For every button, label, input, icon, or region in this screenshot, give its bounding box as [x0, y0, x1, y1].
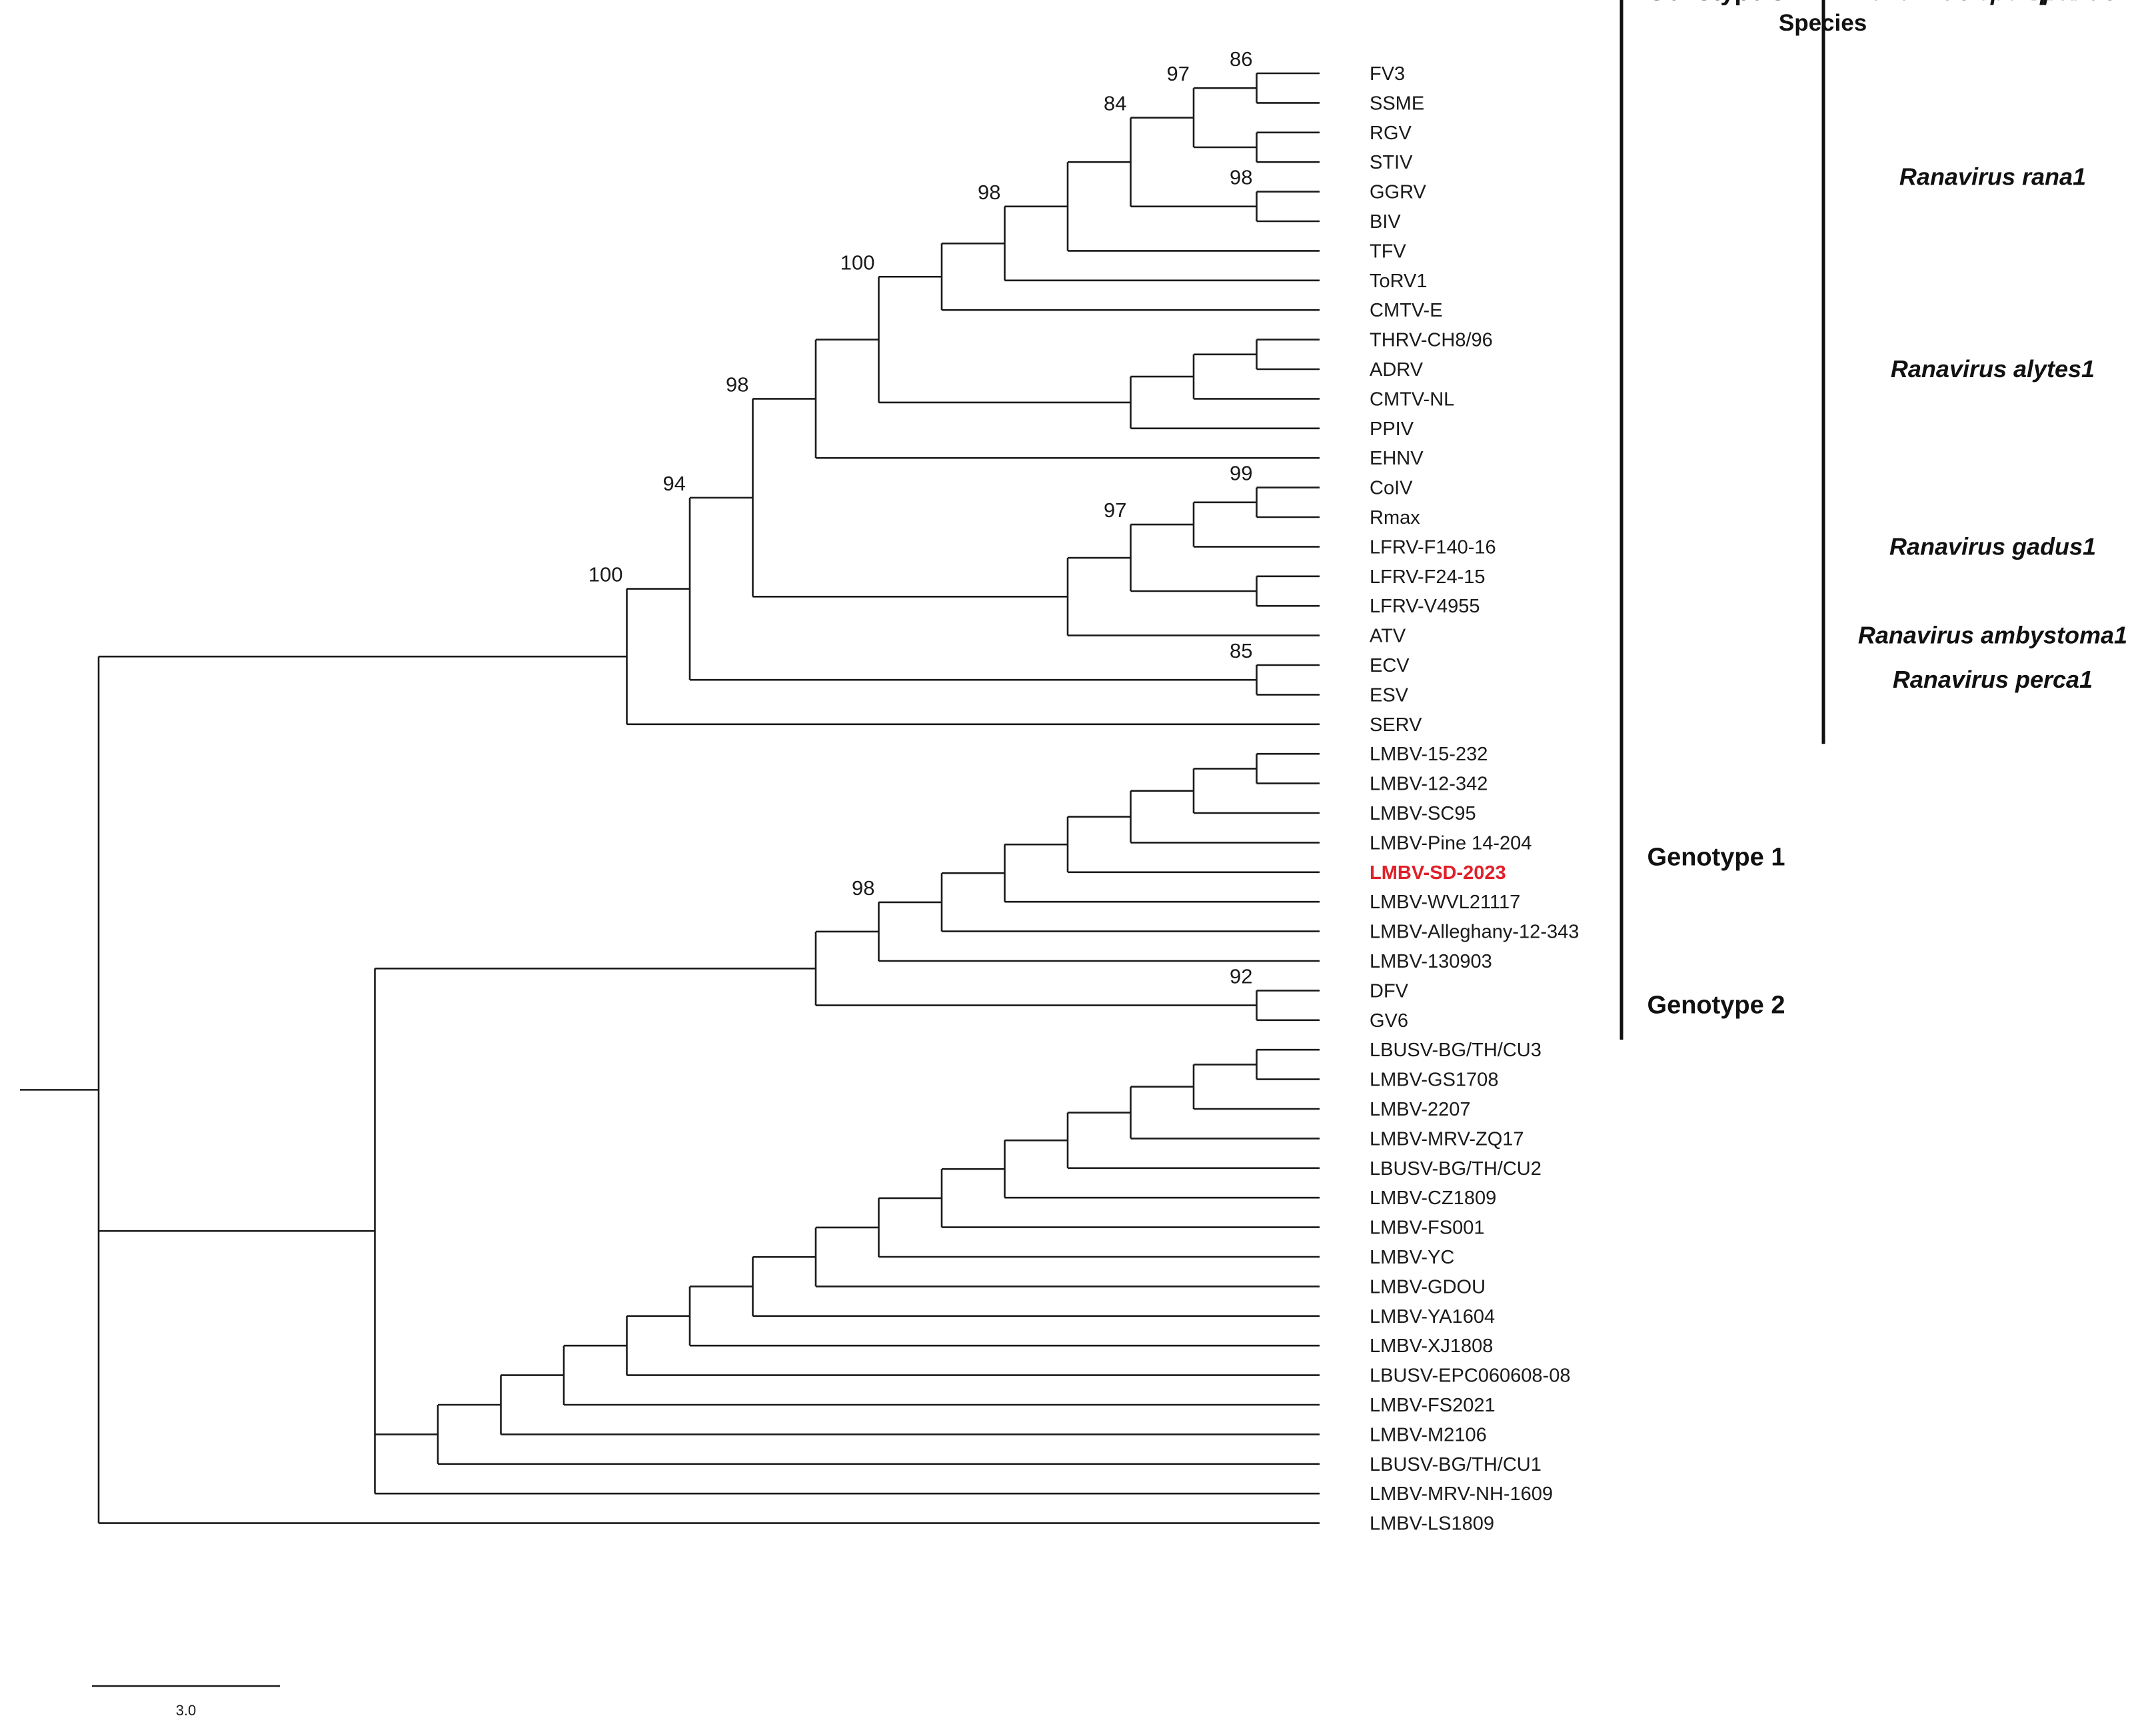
tip-label-lmbv-xj1808: LMBV-XJ1808	[1370, 1335, 1493, 1357]
species-label-ranavirus-alytes1: Ranavirus alytes1	[1891, 355, 2095, 383]
bootstrap-value: 84	[1104, 92, 1126, 115]
tip-label-biv: BIV	[1370, 211, 1401, 233]
bootstrap-labels: 86 97 98 84 98 100 99 97 98 85 94 100 98 92	[588, 47, 1253, 988]
genotype-label-genotype-3: Genotype 3	[1647, 0, 1785, 6]
tip-label-tfv: TFV	[1370, 241, 1406, 262]
tip-label-adrv: ADRV	[1370, 359, 1424, 381]
tip-label-serv: SERV	[1370, 714, 1422, 736]
tip-label-rmax: Rmax	[1370, 507, 1420, 528]
tip-label-lmbv-fs2021: LMBV-FS2021	[1370, 1395, 1496, 1416]
tip-label-lmbv-pine-14-204: LMBV-Pine 14-204	[1370, 832, 1532, 854]
tip-label-lmbv-gs1708: LMBV-GS1708	[1370, 1070, 1498, 1091]
tip-label-lbusv-bg-th-cu1: LBUSV-BG/TH/CU1	[1370, 1454, 1542, 1475]
tip-label-lfrv-f140-16: LFRV-F140-16	[1370, 536, 1496, 558]
bootstrap-value: 97	[1167, 62, 1190, 85]
tip-label-coiv: CoIV	[1370, 478, 1413, 499]
tip-labels: FV3 SSME RGV STIV GGRV BIV TFV ToRV1 CMTV-E THRV-…	[1370, 63, 1579, 1535]
bootstrap-value: 86	[1230, 47, 1252, 71]
tip-label-lmbv-sd-2023: LMBV-SD-2023	[1370, 862, 1506, 884]
tip-label-lbusv-bg-th-cu3: LBUSV-BG/TH/CU3	[1370, 1040, 1542, 1061]
tip-label-lbusv-bg-th-cu2: LBUSV-BG/TH/CU2	[1370, 1158, 1542, 1180]
species-label-ranavirus-epinephelus1: Ranavirus epinephelus1	[1855, 0, 2131, 5]
scale-bar-label: 3.0	[176, 1702, 197, 1719]
bootstrap-value: 98	[1230, 166, 1252, 189]
bootstrap-value: 94	[663, 472, 686, 495]
species-label-ranavirus-perca1: Ranavirus perca1	[1893, 666, 2093, 693]
tip-label-lmbv-12-342: LMBV-12-342	[1370, 774, 1488, 795]
tip-label-ecv: ECV	[1370, 655, 1410, 676]
genotype-label-genotype-2: Genotype 2	[1647, 992, 1785, 1020]
bootstrap-value: 98	[978, 181, 1000, 204]
tip-label-lmbv-wvl21117: LMBV-WVL21117	[1370, 892, 1520, 913]
bootstrap-value: 99	[1230, 462, 1252, 485]
tip-label-lmbv-ls1809: LMBV-LS1809	[1370, 1513, 1494, 1535]
tip-label-lmbv-mrv-nh-1609: LMBV-MRV-NH-1609	[1370, 1483, 1553, 1505]
tip-label-esv: ESV	[1370, 684, 1409, 706]
tip-label-ggrv: GGRV	[1370, 182, 1427, 203]
tip-label-lfrv-f24-15: LFRV-F24-15	[1370, 566, 1486, 588]
tip-label-thrv-ch8-96: THRV-CH8/96	[1370, 330, 1493, 351]
tip-label-ssme: SSME	[1370, 93, 1424, 114]
tip-label-lmbv-sc95: LMBV-SC95	[1370, 803, 1476, 824]
tip-label-gv6: GV6	[1370, 1010, 1408, 1032]
species-label-ranavirus-ambystoma1: Ranavirus ambystoma1	[1858, 622, 2127, 649]
bootstrap-value: 85	[1230, 639, 1252, 662]
tip-label-rgv: RGV	[1370, 123, 1412, 144]
bootstrap-value: 100	[840, 251, 875, 274]
species-label-ranavirus-rana1: Ranavirus rana1	[1899, 163, 2086, 190]
tip-label-fv3: FV3	[1370, 63, 1405, 85]
species-label-ranavirus-gadus1: Ranavirus gadus1	[1889, 532, 2096, 560]
tip-label-torv1: ToRV1	[1370, 271, 1428, 292]
bootstrap-value: 92	[1230, 964, 1252, 988]
tip-label-cmtv-nl: CMTV-NL	[1370, 389, 1454, 410]
tip-label-lmbv-mrv-zq17: LMBV-MRV-ZQ17	[1370, 1128, 1524, 1150]
tip-label-lfrv-v4955: LFRV-V4955	[1370, 596, 1480, 617]
scale-bar: 3.0	[92, 1685, 280, 1719]
tip-label-lmbv-m2106: LMBV-M2106	[1370, 1424, 1487, 1445]
tip-label-lmbv-gdou: LMBV-GDOU	[1370, 1276, 1486, 1297]
tip-label-stiv: STIV	[1370, 152, 1413, 173]
tip-label-lmbv-2207: LMBV-2207	[1370, 1099, 1471, 1120]
tip-label-lmbv-15-232: LMBV-15-232	[1370, 744, 1488, 765]
tip-label-lmbv-alleghany-12-343: LMBV-Alleghany-12-343	[1370, 922, 1579, 943]
tip-label-lbusv-epc060608-08: LBUSV-EPC060608-08	[1370, 1365, 1570, 1387]
bootstrap-value: 98	[726, 373, 748, 396]
bootstrap-value: 100	[588, 563, 623, 586]
tip-label-lmbv-cz1809: LMBV-CZ1809	[1370, 1188, 1496, 1209]
tip-label-ehnv: EHNV	[1370, 448, 1424, 469]
species-label-ranavirus-micropterus1: Ranavirus micropterus1	[1855, 0, 2130, 5]
tip-label-cmtv-e: CMTV-E	[1370, 300, 1443, 321]
tip-label-ppiv: PPIV	[1370, 419, 1414, 440]
tip-label-lmbv-fs001: LMBV-FS001	[1370, 1218, 1484, 1239]
clade-annotations: Ranavirus rana1 Ranavirus alytes1 Ranaviru…	[1619, 0, 2131, 1040]
tip-label-lmbv-yc: LMBV-YC	[1370, 1247, 1454, 1268]
tip-label-lmbv-ya1604: LMBV-YA1604	[1370, 1306, 1495, 1327]
tip-label-lmbv-130903: LMBV-130903	[1370, 951, 1492, 972]
tree-branches	[20, 72, 1320, 1524]
tip-label-atv: ATV	[1370, 626, 1406, 647]
bootstrap-value: 98	[852, 876, 874, 900]
tip-label-dfv: DFV	[1370, 980, 1409, 1002]
genotype-label-genotype-1: Genotype 1	[1647, 844, 1785, 872]
bootstrap-value: 97	[1104, 498, 1126, 522]
